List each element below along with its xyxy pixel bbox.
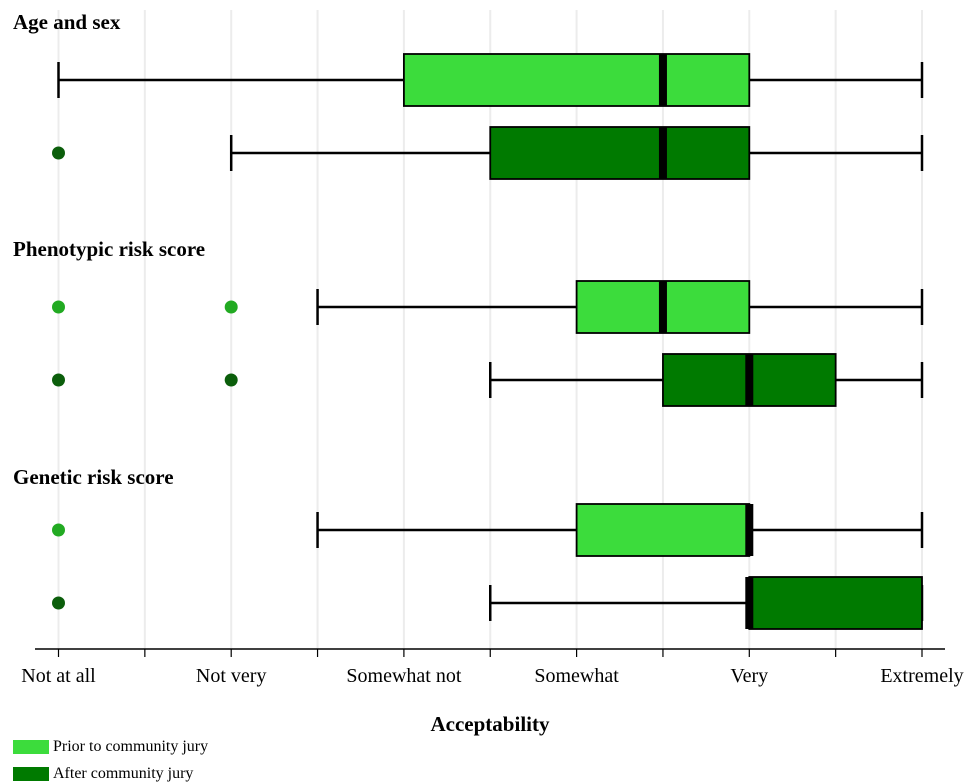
box-0-1 (52, 126, 924, 180)
box-1-0 (52, 280, 924, 334)
box-2-0 (52, 503, 924, 557)
boxes (52, 53, 924, 630)
x-tick-labels: Not at all Not very Somewhat not Somewha… (21, 665, 963, 687)
group-title-age-and-sex: Age and sex (13, 10, 121, 34)
outlier-point (52, 373, 65, 387)
median-line (658, 127, 667, 179)
x-tick-label: Very (730, 665, 768, 687)
iqr-box (402, 53, 751, 107)
legend-swatch-after (13, 767, 49, 781)
x-tick-label: Extremely (880, 665, 963, 687)
median-line (658, 281, 667, 333)
median-line (658, 54, 667, 106)
legend-item-prior: Prior to community jury (13, 738, 208, 756)
median-line (745, 504, 754, 556)
x-axis (35, 648, 945, 657)
box-1-1 (52, 353, 924, 407)
outlier-point (224, 300, 238, 314)
legend-swatch-prior (13, 740, 49, 754)
x-tick-label: Not at all (21, 665, 96, 687)
x-tick-label: Somewhat not (346, 665, 461, 687)
outlier-point (224, 373, 238, 387)
group-titles: Age and sex Phenotypic risk score Geneti… (13, 10, 205, 489)
median-line (745, 354, 754, 406)
iqr-box (489, 126, 751, 180)
x-axis-title: Acceptability (431, 712, 550, 736)
outlier-point (52, 596, 65, 610)
x-tick-label: Somewhat (534, 665, 619, 687)
legend-item-after: After community jury (13, 765, 193, 783)
outlier-point (52, 146, 65, 160)
group-title-genetic-risk-score: Genetic risk score (13, 465, 174, 489)
legend-label-after: After community jury (53, 765, 194, 782)
outlier-point (52, 300, 65, 314)
iqr-box (575, 503, 751, 557)
iqr-box (748, 576, 923, 630)
box-2-1 (52, 576, 924, 630)
x-tick-label: Not very (196, 665, 267, 687)
median-line (745, 577, 754, 629)
outlier-point (52, 523, 65, 537)
legend-label-prior: Prior to community jury (53, 738, 209, 755)
group-title-phenotypic-risk-score: Phenotypic risk score (13, 237, 205, 261)
box-0-0 (57, 53, 924, 107)
